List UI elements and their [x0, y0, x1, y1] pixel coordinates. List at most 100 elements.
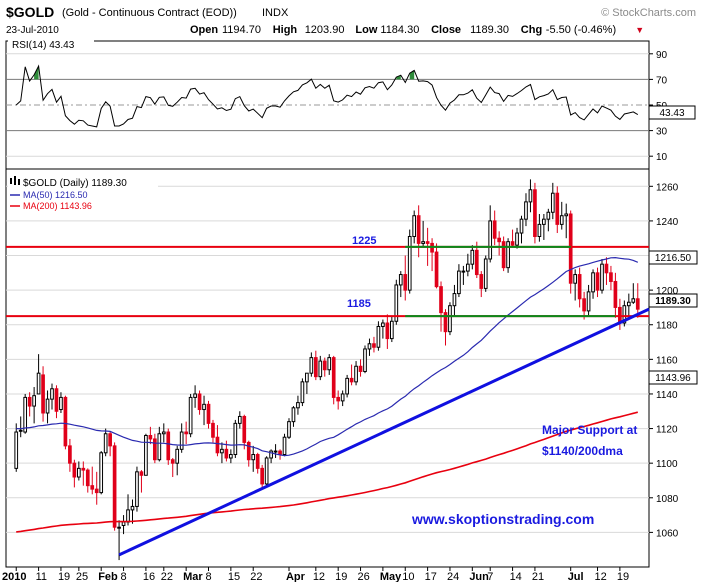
x-tick-label: Feb — [98, 571, 118, 582]
candle — [220, 442, 224, 464]
candle — [416, 205, 421, 258]
candle-body — [533, 189, 537, 237]
candle — [506, 238, 510, 273]
candle-body — [197, 393, 202, 411]
candle-body — [322, 360, 327, 371]
price-tick-label: 1080 — [656, 494, 679, 505]
price-legend-ma200: MA(200) 1143.96 — [23, 201, 92, 211]
candle — [609, 265, 613, 291]
candle — [322, 357, 327, 377]
quote-value-low: 1184.30 — [380, 24, 419, 36]
candle-body — [501, 241, 506, 269]
candle-body — [331, 357, 336, 398]
rsi-panel: 9070503010 43.43 RSI(14) 43.43 — [5, 38, 696, 170]
price-tick-label: 1180 — [656, 321, 678, 332]
candle-body — [461, 270, 466, 273]
candle-body — [215, 436, 220, 454]
candle — [41, 366, 45, 422]
candle — [577, 267, 582, 308]
candle — [50, 383, 54, 410]
candle-body — [264, 457, 269, 485]
candle — [412, 210, 417, 244]
candle-body — [41, 374, 45, 414]
candle-body — [36, 372, 41, 395]
quote-label-open: Open — [190, 24, 218, 36]
candle-body — [394, 284, 399, 322]
candle-body — [609, 272, 613, 282]
candle-body — [179, 431, 184, 450]
candle-body — [103, 433, 108, 454]
candle — [434, 243, 439, 289]
candle — [533, 182, 537, 244]
candle — [229, 449, 233, 464]
x-tick-label: 10 — [402, 571, 414, 582]
candle-body — [407, 235, 412, 291]
exchange-label: INDX — [262, 7, 289, 19]
candle — [157, 426, 162, 462]
candle-body — [211, 422, 215, 438]
candle-body — [108, 433, 112, 447]
candle — [139, 470, 144, 493]
candle — [130, 499, 135, 524]
rsi-overbought-area — [34, 66, 39, 80]
candle-body — [327, 357, 332, 371]
ma200-value-tag-text: 1143.96 — [655, 373, 691, 384]
candle-body — [99, 452, 104, 494]
candle-body — [470, 249, 475, 265]
candle-body — [139, 471, 144, 476]
candle — [421, 220, 425, 247]
price-legend-bg — [8, 173, 158, 213]
candle-body — [161, 431, 166, 435]
candle-body — [50, 388, 54, 400]
candle-body — [85, 469, 90, 487]
candle — [300, 378, 305, 407]
candle-body — [528, 189, 533, 203]
candle — [27, 392, 32, 417]
x-tick-label: Mar — [183, 571, 203, 582]
candle-body — [144, 434, 148, 476]
candle — [237, 411, 242, 429]
candle — [90, 466, 95, 495]
candle-body — [506, 241, 510, 269]
rsi-tick-label: 10 — [656, 152, 668, 163]
candle-body — [497, 237, 501, 243]
quote-value-close: 1189.30 — [470, 24, 509, 36]
quote-row: Open 1194.70 High 1203.90 Low 1184.30 Close 118… — [190, 24, 644, 36]
candle — [372, 336, 376, 353]
major-support-note-line2: $1140/200dma — [542, 444, 623, 458]
candle — [586, 284, 591, 317]
rsi-gridlines — [6, 53, 649, 157]
rsi-value-tag — [648, 105, 696, 120]
candle — [202, 395, 206, 426]
candle — [269, 449, 273, 464]
change-down-arrow-icon: ▼ — [635, 25, 644, 35]
candle-body — [421, 241, 425, 244]
candle — [327, 354, 332, 375]
candle-body — [23, 396, 28, 433]
candle — [76, 461, 81, 481]
candle-body — [313, 357, 318, 378]
candle — [349, 364, 354, 386]
candle-body — [188, 396, 193, 435]
candle-body — [273, 450, 278, 453]
candle-body — [54, 388, 59, 412]
candle-body — [546, 211, 551, 220]
candle — [81, 461, 86, 486]
candle — [385, 314, 390, 349]
candle — [524, 193, 528, 227]
candle-body — [466, 263, 470, 272]
candle-body — [613, 280, 618, 308]
candle — [108, 432, 112, 457]
candle — [188, 393, 193, 438]
candle-body — [148, 434, 153, 440]
candle-body — [600, 263, 604, 291]
candle-body — [45, 398, 50, 414]
candle-body — [345, 377, 349, 395]
candle-body — [488, 220, 493, 260]
candle-body — [363, 348, 367, 372]
price-tick-label: 1240 — [656, 217, 679, 228]
candle-body — [166, 431, 171, 461]
candle — [18, 416, 23, 438]
candle — [559, 201, 564, 230]
